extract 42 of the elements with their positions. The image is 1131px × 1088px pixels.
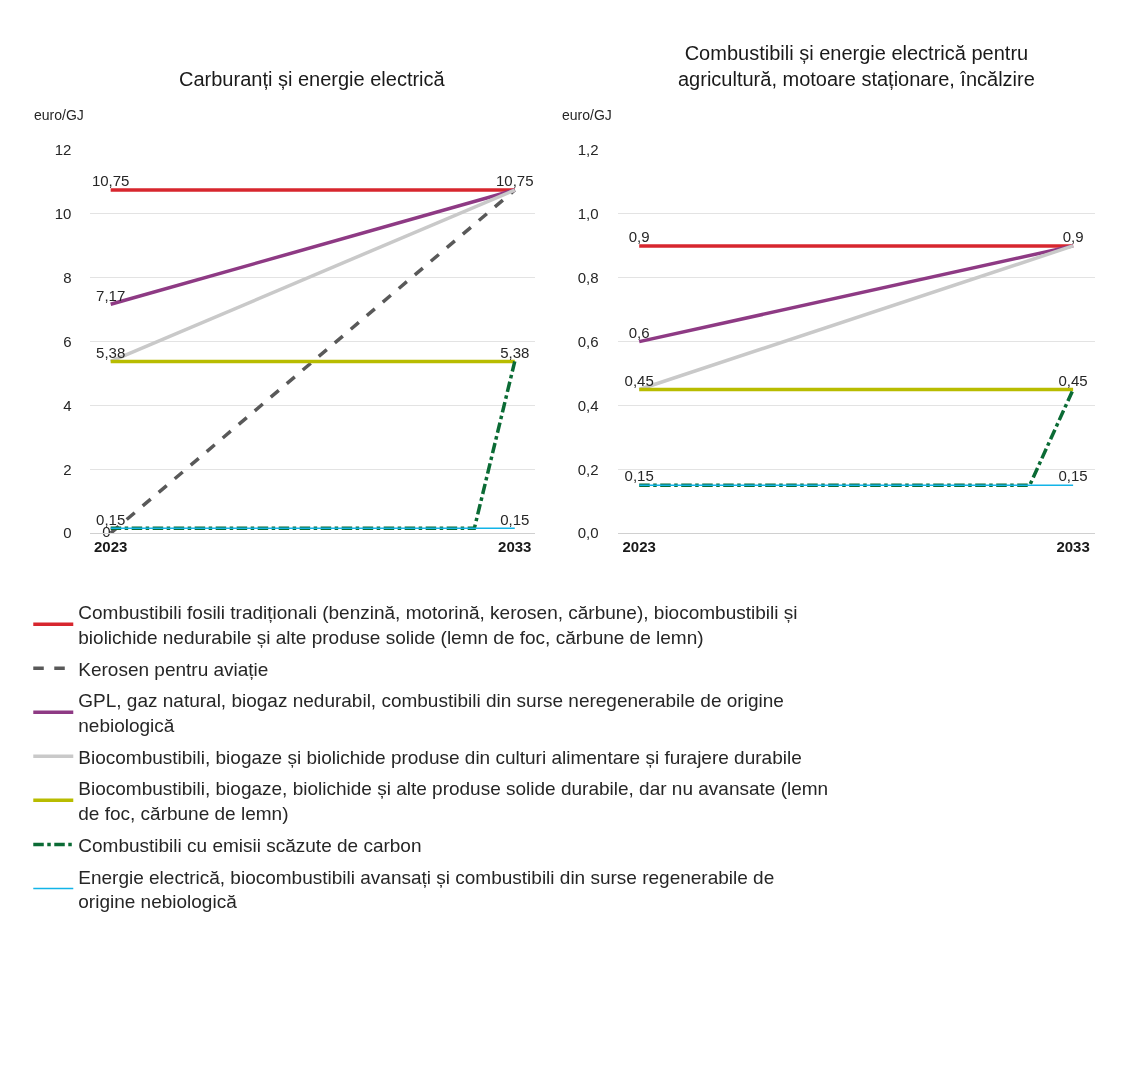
x-tick-label: 2023: [622, 538, 656, 556]
y-axis-title: euro/GJ: [34, 107, 84, 123]
data-label: 0,15: [500, 510, 530, 528]
y-tick-label: 4: [63, 396, 72, 414]
legend-label: GPL, gaz natural, biogaz nedurabil, combustibili din surse neregenerabile de origine nebiologică: [78, 690, 784, 737]
y-tick-label: 1,2: [577, 141, 599, 159]
data-label: 0,9: [1062, 228, 1084, 246]
x-tick-label: 2033: [1056, 538, 1090, 556]
chart-title: Carburanți și energie electrică: [179, 68, 446, 90]
legend-label: Biocombustibili, biogaze, biolichide și alte produse solide durabile, dar nu avansate (lemn de foc, cărbune de lemn): [78, 778, 829, 825]
y-tick-label: 6: [63, 332, 72, 350]
data-label: 5,38: [96, 343, 126, 361]
legend-label: Combustibili cu emisii scăzute de carbon: [78, 834, 422, 856]
y-tick-label: 12: [54, 141, 72, 159]
data-label: 7,17: [96, 286, 126, 304]
data-label: 0,45: [1058, 371, 1088, 389]
y-tick-label: 8: [63, 269, 72, 287]
y-tick-label: 0,8: [577, 269, 599, 287]
y-tick-label: 0,4: [577, 396, 599, 414]
data-label: 0,9: [628, 228, 650, 246]
x-tick-label: 2033: [498, 538, 532, 556]
data-label: 0,6: [628, 323, 650, 341]
y-tick-label: 10: [54, 205, 72, 223]
data-label: 0,45: [624, 371, 654, 389]
y-tick-label: 0,6: [577, 332, 599, 350]
chart-title: Combustibili și energie electrică pentru agricultură, motoare staționare, încălzire: [678, 42, 1035, 90]
legend-label: Energie electrică, biocombustibili avansați și combustibili din surse regenerabile de origine nebiologică: [78, 866, 775, 913]
y-tick-label: 1,0: [577, 205, 599, 223]
data-label: 10,75: [91, 172, 130, 190]
y-tick-label: 0: [63, 524, 72, 542]
y-tick-label: 0,0: [577, 524, 599, 542]
y-axis-title: euro/GJ: [562, 107, 612, 123]
legend-label: Combustibili fosili tradiționali (benzină, motorină, kerosen, cărbune), biocombustibili și biolichide nedurabile și alte produse solide (lemn de foc, cărbune de lemn): [78, 602, 798, 648]
data-label: 0,15: [624, 467, 654, 485]
data-label: 5,38: [500, 343, 530, 361]
data-label: 0,15: [1058, 467, 1088, 485]
legend-label: Kerosen pentru aviație: [78, 658, 269, 680]
y-tick-label: 0,2: [577, 460, 599, 478]
data-label: 10,75: [495, 172, 534, 190]
y-tick-label: 2: [63, 460, 72, 478]
legend-label: Biocombustibili, biogaze și biolichide produse din culturi alimentare și furajere durabile: [78, 746, 802, 768]
x-tick-label: 2023: [93, 538, 128, 556]
